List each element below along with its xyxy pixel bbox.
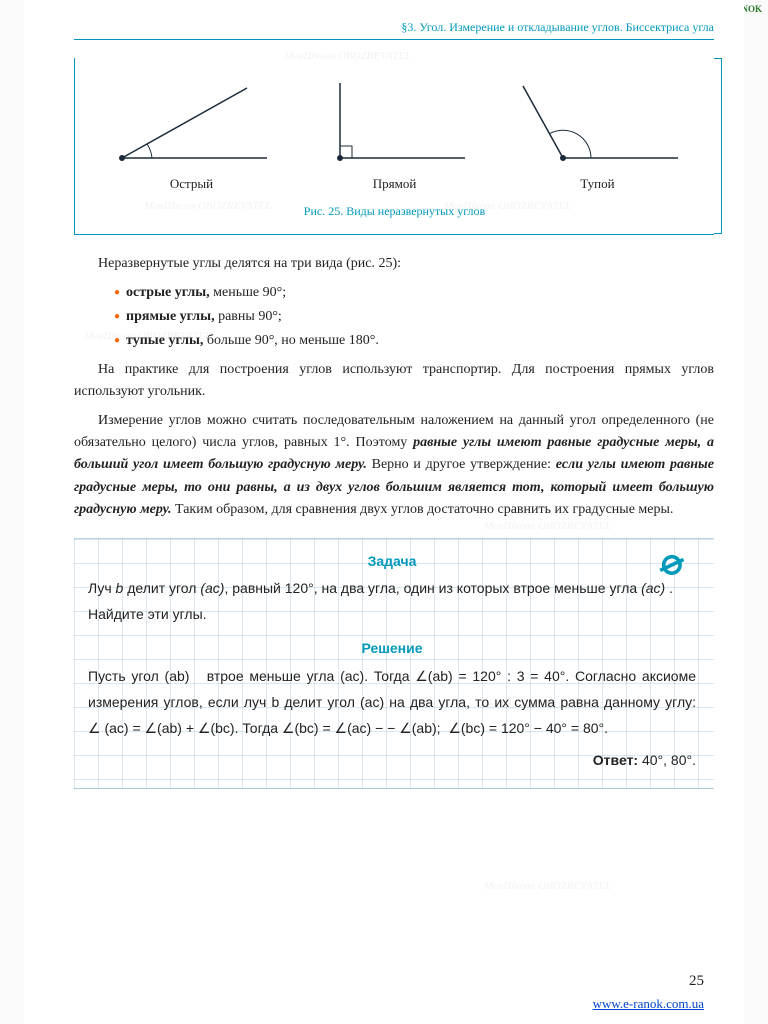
- figure-box: Острый Прямой Тупой: [74, 58, 714, 235]
- task-block: ⌀ Задача Луч b делит угол (ac), равный 1…: [74, 538, 714, 789]
- bullet-rest: меньше 90°;: [210, 285, 286, 300]
- bullet-rest: больше 90°, но меньше 180°.: [203, 333, 378, 348]
- section-header: §3. Угол. Измерение и откладывание углов…: [74, 20, 714, 40]
- bullet-bold: прямые углы,: [126, 309, 215, 324]
- list-item: прямые углы, равны 90°;: [114, 305, 714, 329]
- page: §3. Угол. Измерение и откладывание углов…: [24, 0, 744, 1024]
- angle-right: Прямой: [320, 78, 470, 192]
- solution-text: Пусть угол (ab) втрое меньше угла (ac). …: [88, 664, 696, 742]
- task-heading: Задача: [88, 549, 696, 575]
- obtuse-label: Тупой: [513, 176, 683, 192]
- text-span: Луч: [88, 580, 116, 596]
- figure-caption: Рис. 25. Виды неразвернутых углов: [85, 204, 704, 219]
- acute-angle-diagram: [107, 78, 277, 168]
- answer-line: Ответ: 40°, 80°.: [88, 748, 696, 774]
- text-span: Верно и другое утверждение:: [367, 457, 556, 472]
- body-text: Неразвернутые углы делятся на три вида (…: [74, 253, 714, 522]
- angle-acute: Острый: [107, 78, 277, 192]
- list-item: острые углы, меньше 90°;: [114, 281, 714, 305]
- acute-label: Острый: [107, 176, 277, 192]
- page-number: 25: [689, 973, 704, 990]
- paragraph-measurement: Измерение углов можно считать последоват…: [74, 410, 714, 522]
- task-text: Луч b делит угол (ac), равный 120°, на д…: [88, 576, 696, 628]
- paragraph-practice: На практике для построения углов использ…: [74, 359, 714, 404]
- figure-right-border: [714, 58, 722, 234]
- answer-value: 40°, 80°.: [638, 752, 696, 768]
- solution-heading: Решение: [88, 636, 696, 662]
- ital-span: (ac): [200, 580, 224, 596]
- list-item: тупые углы, больше 90°, но меньше 180°.: [114, 329, 714, 353]
- right-angle-diagram: [320, 78, 470, 168]
- angle-types-list: острые углы, меньше 90°; прямые углы, ра…: [114, 281, 714, 352]
- right-label: Прямой: [320, 176, 470, 192]
- intro-paragraph: Неразвернутые углы делятся на три вида (…: [74, 253, 714, 275]
- obtuse-angle-diagram: [513, 78, 683, 168]
- text-span: Таким образом, для сравнения двух углов …: [172, 502, 674, 517]
- bullet-bold: острые углы,: [126, 285, 210, 300]
- answer-label: Ответ:: [593, 752, 638, 768]
- bullet-bold: тупые углы,: [126, 333, 203, 348]
- text-span: делит угол: [123, 580, 200, 596]
- text-span: , равный 120°, на два угла, один из кото…: [224, 580, 641, 596]
- angles-row: Острый Прямой Тупой: [85, 78, 704, 192]
- watermark: МояШкола OBOZREVATEL: [484, 520, 611, 532]
- watermark: МояШкола OBOZREVATEL: [484, 880, 611, 892]
- bullet-rest: равны 90°;: [215, 309, 282, 324]
- footer-link[interactable]: www.e-ranok.com.ua: [593, 996, 704, 1012]
- angle-obtuse: Тупой: [513, 78, 683, 192]
